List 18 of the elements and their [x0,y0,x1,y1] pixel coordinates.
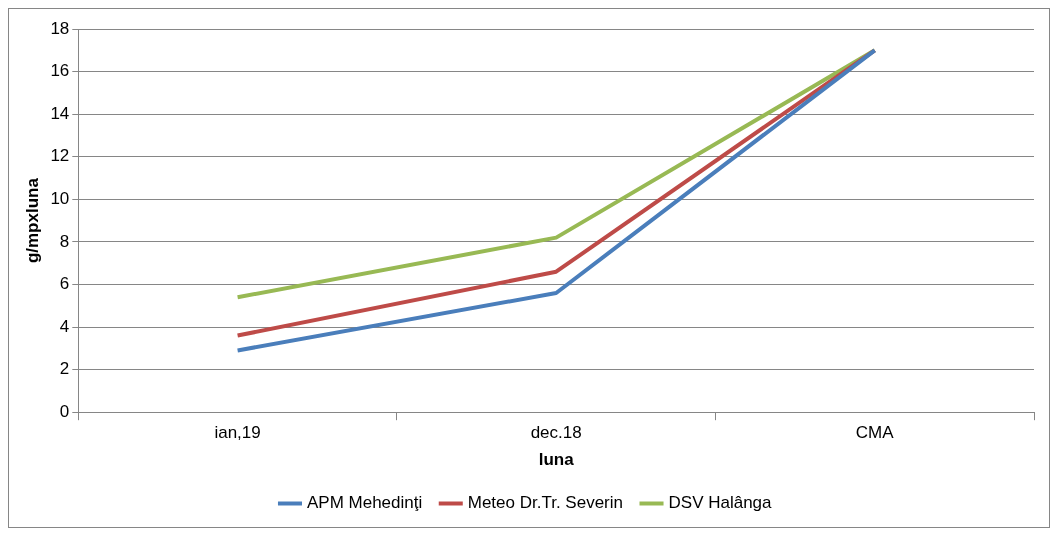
legend-label: APM Mehedinţi [306,493,423,513]
y-tick-label: 14 [50,103,70,123]
y-tick-label: 10 [50,189,70,208]
x-tick-label: ian,19 [214,423,261,443]
x-tick-label: CMA [855,423,895,443]
y-tick-label: 16 [50,61,70,81]
y-tick-label: 2 [59,359,70,379]
y-tick-label: 4 [59,316,70,336]
x-tick-label: dec.18 [530,423,582,443]
y-tick-label: 12 [50,146,70,166]
y-axis-title: g/mpxluna [22,177,42,264]
legend-label: Meteo Dr.Tr. Severin [467,493,624,513]
y-tick-label: 8 [59,231,70,251]
y-tick-label: 0 [59,401,70,421]
y-tick-label: 6 [59,274,70,294]
legend-label: DSV Halânga [668,493,773,513]
x-axis-title: luna [538,450,575,470]
y-tick-label: 18 [50,18,70,38]
